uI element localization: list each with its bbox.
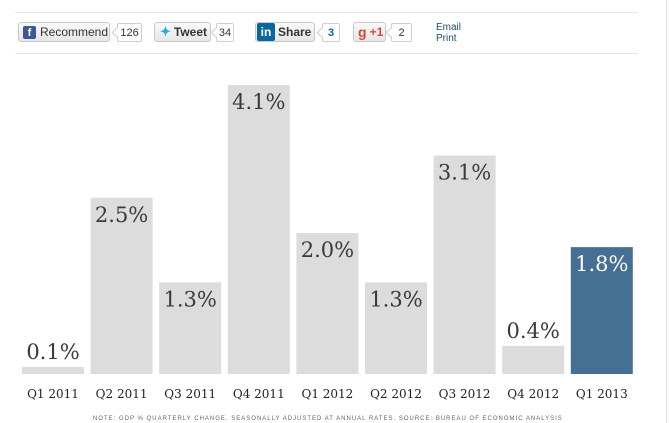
tweet-count: 34 — [216, 23, 234, 42]
bar-q1-2012 — [296, 233, 359, 374]
x-tick-label: Q1 2013 — [576, 387, 628, 401]
data-label: 4.1% — [232, 90, 285, 114]
x-tick-label: Q1 2012 — [301, 387, 353, 401]
data-label: 2.0% — [301, 238, 354, 262]
google-g-icon: g — [358, 24, 367, 40]
chart-source-note: NOTE: GDP % QUARTERLY CHANGE, SEASONALLY… — [93, 416, 563, 422]
x-tick-label: Q3 2012 — [439, 387, 491, 401]
facebook-icon: f — [23, 25, 36, 39]
tweet-label: Tweet — [173, 25, 208, 39]
gplus-label: +1 — [369, 25, 384, 39]
top-divider — [15, 12, 638, 13]
data-label: 0.1% — [26, 340, 79, 364]
facebook-recommend-button[interactable]: f Recommend — [18, 22, 110, 42]
recommend-count: 126 — [117, 23, 142, 42]
x-tick-label: Q1 2011 — [27, 387, 79, 401]
tweet-button[interactable]: ✦ Tweet — [154, 22, 211, 42]
bar-q2-2011 — [90, 197, 153, 374]
social-toolbar: f Recommend 126 ✦ Tweet 34 in Share 3 g … — [0, 22, 671, 46]
x-tick-label: Q2 2011 — [96, 387, 148, 401]
twitter-bird-icon: ✦ — [160, 24, 171, 39]
bar-q4-2012 — [502, 345, 565, 374]
bar-q2-2012 — [365, 282, 427, 374]
x-tick-label: Q4 2012 — [507, 387, 559, 401]
bar-q1-2013 — [570, 247, 633, 374]
google-plus-one-button[interactable]: g +1 — [353, 22, 386, 42]
page-edge — [666, 0, 667, 423]
x-tick-label: Q2 2012 — [370, 387, 422, 401]
email-link[interactable]: Email — [436, 22, 462, 33]
data-label: 2.5% — [95, 203, 148, 227]
x-tick-label: Q3 2011 — [164, 387, 216, 401]
share-count: 3 — [322, 23, 340, 42]
bar-q3-2012 — [433, 155, 496, 374]
share-label: Share — [278, 25, 312, 39]
bar-q4-2011 — [227, 85, 290, 374]
toolbar-divider — [15, 53, 638, 54]
data-label: 1.3% — [164, 287, 217, 311]
x-tick-label: Q4 2011 — [233, 387, 285, 401]
share-links: Email Print — [436, 22, 461, 44]
data-label: 1.8% — [575, 252, 628, 276]
data-label: 1.3% — [369, 287, 422, 311]
linkedin-share-button[interactable]: in Share — [255, 22, 315, 42]
print-link[interactable]: Print — [436, 33, 457, 44]
bar-q1-2011 — [22, 366, 84, 374]
recommend-label: Recommend — [40, 25, 109, 39]
bar-q3-2011 — [159, 282, 222, 374]
linkedin-icon: in — [257, 23, 275, 41]
data-label: 0.4% — [507, 319, 560, 343]
data-label: 3.1% — [438, 160, 491, 184]
gplus-count: 2 — [391, 23, 412, 42]
